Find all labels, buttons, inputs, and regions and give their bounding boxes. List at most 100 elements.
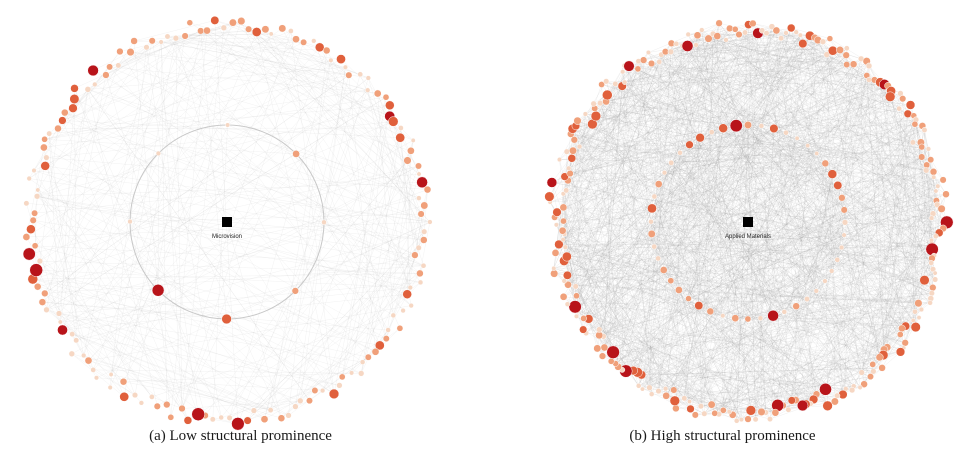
outer-a-node [410, 137, 416, 143]
edge [695, 40, 819, 415]
edge [551, 48, 847, 183]
edge [46, 157, 136, 396]
edge [575, 104, 911, 127]
edge [625, 177, 934, 372]
edge [594, 108, 846, 223]
edge [735, 318, 906, 327]
edge [689, 144, 947, 223]
inner-b-node [647, 229, 656, 238]
edge [58, 313, 363, 363]
outer-b-node [928, 215, 935, 221]
edge [42, 221, 131, 303]
edge [615, 156, 922, 364]
edge [42, 301, 227, 320]
outer-b-node [662, 386, 669, 392]
edge [678, 289, 742, 420]
edge [651, 159, 931, 209]
edge [575, 234, 845, 287]
edge [576, 208, 653, 296]
edge [788, 75, 867, 410]
outer-b-node [899, 95, 907, 103]
edge [725, 39, 932, 241]
edge [281, 265, 424, 419]
edge [624, 82, 938, 187]
inner-b-node [661, 170, 668, 176]
edge [671, 90, 892, 163]
edge [595, 115, 934, 214]
outer-b-node [569, 146, 577, 155]
edge [123, 372, 352, 382]
edge [711, 50, 833, 133]
edge [606, 101, 913, 143]
outer-a-node [396, 324, 404, 332]
edge [407, 205, 425, 295]
outer-a-node [400, 307, 406, 314]
edge [752, 23, 817, 395]
edge [226, 318, 343, 378]
outer-b-node [640, 386, 645, 392]
edge [809, 35, 916, 312]
edge [576, 55, 847, 317]
outer-a-node [33, 282, 42, 291]
outer-a-node [374, 340, 385, 351]
edge [663, 185, 838, 271]
edge [628, 65, 937, 201]
edge [879, 200, 937, 358]
edge [564, 280, 702, 407]
outer-b-node [885, 91, 896, 102]
edge [658, 35, 801, 185]
outer-b-node [787, 396, 796, 405]
outer-b-node [693, 42, 699, 48]
outer-b-node [749, 19, 757, 28]
edge [563, 204, 938, 222]
edge [44, 75, 349, 294]
edge [625, 64, 854, 372]
edge [701, 29, 947, 195]
edge [654, 246, 720, 415]
edge [723, 128, 934, 270]
edge [710, 311, 871, 377]
outer-a-node [131, 392, 139, 399]
edge [659, 61, 936, 280]
edge [736, 164, 927, 421]
edge [806, 174, 833, 300]
edge [622, 86, 803, 406]
edge [880, 82, 932, 294]
edge [553, 268, 925, 281]
outer-a-node [73, 337, 80, 344]
edge [837, 185, 935, 256]
edge [575, 286, 919, 304]
edge [723, 128, 832, 272]
outer-a-node [178, 404, 186, 413]
edge [695, 44, 947, 223]
edge [60, 189, 428, 323]
edge [735, 29, 936, 237]
focal-label-b: Applied Materials [725, 234, 771, 240]
outer-b-node [744, 415, 752, 423]
edge [282, 28, 349, 76]
edge [606, 81, 712, 405]
edge [76, 165, 419, 341]
outer-b-node [932, 233, 939, 240]
edge [687, 45, 724, 129]
edge [585, 58, 862, 334]
edge [558, 244, 932, 246]
edge [658, 390, 843, 395]
edge [651, 63, 861, 388]
edge [837, 75, 867, 260]
edge [671, 162, 733, 415]
edge [688, 79, 875, 299]
outer-a-node [385, 100, 395, 111]
edge [562, 239, 685, 399]
outer-a-node [84, 86, 92, 93]
inner-b-node [792, 302, 800, 310]
edge [879, 186, 938, 358]
edge [572, 29, 736, 151]
outer-b-node [738, 417, 744, 423]
edge [295, 160, 408, 291]
edge [651, 233, 826, 390]
edge [654, 61, 660, 197]
edge [622, 65, 870, 87]
edge [658, 23, 720, 392]
outer-b-node [550, 269, 559, 278]
